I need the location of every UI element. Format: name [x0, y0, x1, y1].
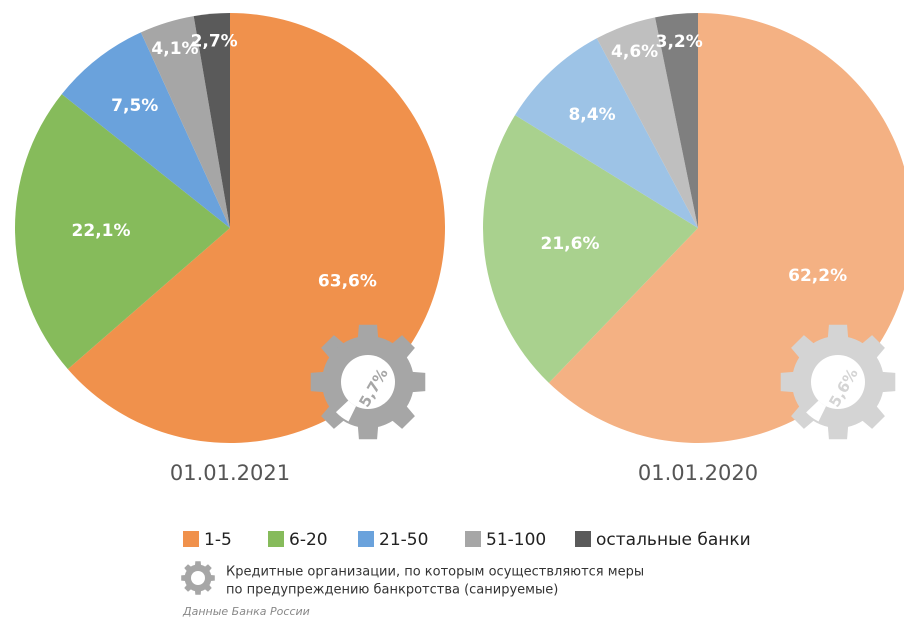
legend-label: 51-100: [486, 530, 546, 550]
pie-slice: [655, 13, 698, 228]
pie-title: 01.01.2020: [638, 461, 758, 485]
legend-swatch: [575, 531, 591, 547]
pie-slice: [15, 94, 231, 370]
value-label: 21,6%: [541, 234, 600, 254]
value-label: 4,6%: [611, 42, 658, 62]
source: Данные Банка России: [182, 605, 310, 618]
legend-label: остальные банки: [596, 530, 751, 550]
note-line: Кредитные организации, по которым осущес…: [226, 565, 644, 580]
legend-label: 1-5: [204, 530, 232, 550]
legend-swatch: [183, 531, 199, 547]
note-line: по предупреждению банкротства (санируемы…: [226, 583, 558, 598]
gear-segment: [806, 400, 827, 422]
gear-hole: [811, 355, 865, 409]
legend-label: 21-50: [379, 530, 428, 550]
value-label: 4,1%: [151, 39, 198, 59]
pie-title: 01.01.2021: [170, 461, 290, 485]
pie-slice: [67, 13, 446, 443]
pie-slice: [548, 13, 904, 443]
gear-hole: [341, 355, 395, 409]
pie-slice: [140, 16, 230, 229]
legend-swatch: [465, 531, 481, 547]
legend-swatch: [358, 531, 374, 547]
value-label: 62,2%: [788, 266, 847, 286]
value-label: 22,1%: [72, 221, 131, 241]
note-gear-hole: [191, 571, 205, 585]
pie-slice: [596, 17, 698, 229]
pie-slice: [193, 13, 230, 228]
value-label: 7,5%: [111, 96, 158, 116]
value-label: 8,4%: [568, 105, 615, 125]
gear-segment: [335, 400, 357, 422]
pie-slice: [483, 115, 698, 383]
pie-slice: [515, 38, 698, 228]
value-label: 63,6%: [318, 271, 377, 291]
value-label: 2,7%: [191, 32, 238, 52]
value-label: 3,2%: [656, 32, 703, 52]
pie-slice: [61, 32, 230, 229]
legend-label: 6-20: [289, 530, 328, 550]
legend-swatch: [268, 531, 284, 547]
